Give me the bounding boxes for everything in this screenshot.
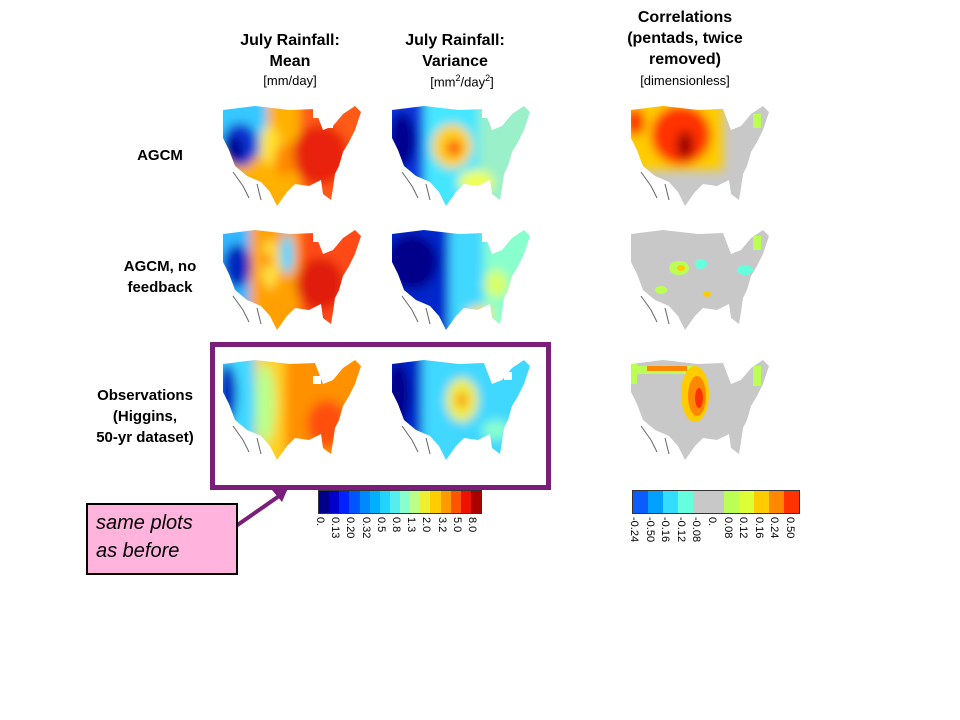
- rainfall-colorbar-tick-label: 1.3: [405, 517, 418, 533]
- rainfall-colorbar-swatch: [440, 491, 451, 513]
- col-header-corr-line2: (pentads, twice: [627, 30, 743, 47]
- col-header-corr-line3: removed): [648, 51, 722, 68]
- rainfall-colorbar-swatch: [460, 491, 471, 513]
- row-obs-line1: Observations: [97, 387, 193, 404]
- row-obs-line3: 50-yr dataset): [96, 429, 194, 446]
- rainfall-colorbar-swatch: [319, 491, 330, 513]
- rainfall-colorbar-swatch: [349, 491, 360, 513]
- correlation-colorbar-swatch: [768, 491, 784, 513]
- correlation-colorbar-tick-label: 0.: [706, 517, 718, 527]
- row-nofeedback-line1: AGCM, no: [123, 258, 197, 275]
- map-nofeedback-variance: [392, 230, 530, 330]
- rainfall-colorbar-tick-label: 0.: [314, 517, 326, 527]
- correlation-colorbar-tick-label: 0.16: [752, 517, 765, 539]
- map-observations-mean: [223, 360, 361, 460]
- correlation-colorbar-tick-label: 0.08: [721, 517, 734, 539]
- rainfall-colorbar-swatch: [400, 491, 411, 513]
- rainfall-colorbar-swatch: [389, 491, 400, 513]
- correlation-colorbar-swatch: [708, 491, 724, 513]
- units-variance-post: ]: [490, 74, 494, 90]
- correlation-colorbar-swatch: [693, 491, 709, 513]
- row-label-agcm-no-feedback: AGCM, no feedback: [100, 256, 220, 298]
- units-variance-mid: /day: [460, 74, 486, 90]
- correlation-colorbar-swatch: [738, 491, 754, 513]
- rainfall-colorbar-swatch: [450, 491, 461, 513]
- correlation-colorbar: [632, 490, 800, 514]
- units-variance-pre: [mm: [430, 74, 456, 90]
- correlation-colorbar-swatch: [663, 491, 679, 513]
- map-nofeedback-mean: [223, 230, 361, 330]
- col-header-mean-line1: July Rainfall:: [240, 32, 340, 49]
- rainfall-colorbar-tick-label: 3.2: [435, 517, 448, 533]
- correlation-colorbar-swatch: [723, 491, 739, 513]
- col-units-correlations: [dimensionless]: [640, 73, 730, 88]
- col-header-corr-line1: Correlations: [637, 9, 733, 26]
- rainfall-colorbar-tick-label: 0.5: [374, 517, 387, 533]
- row-nofeedback-line2: feedback: [127, 279, 193, 296]
- rainfall-colorbar-ticks: 0. 0.13 0.20 0.32 0.5 0.8 1.3 2.0 3.2 5.0 8.0: [314, 517, 480, 557]
- row-agcm-line1: AGCM: [137, 147, 183, 164]
- col-header-variance-line1: July Rainfall:: [405, 32, 505, 49]
- note-line2: as before: [96, 540, 180, 562]
- correlation-colorbar-swatch: [783, 491, 800, 513]
- row-label-agcm: AGCM: [100, 145, 220, 166]
- note-line1: same plots: [96, 512, 193, 534]
- correlation-colorbar-tick-label: 0.50: [784, 517, 796, 539]
- correlation-colorbar-swatch: [633, 491, 649, 513]
- correlation-colorbar-swatch: [753, 491, 769, 513]
- map-nofeedback-correlations: [631, 230, 769, 330]
- col-header-variance-line2: Variance: [422, 53, 488, 70]
- correlation-colorbar-swatch: [648, 491, 664, 513]
- map-agcm-correlations: [631, 106, 769, 206]
- correlation-colorbar-swatch: [678, 491, 694, 513]
- correlation-colorbar-tick-label: -0.12: [674, 517, 687, 543]
- rainfall-colorbar-swatch: [329, 491, 340, 513]
- correlation-colorbar-tick-label: -0.50: [643, 517, 656, 543]
- correlation-colorbar-tick-label: -0.08: [690, 517, 703, 543]
- col-header-mean-line2: Mean: [269, 53, 311, 70]
- map-observations-variance: [392, 360, 530, 460]
- rainfall-colorbar-swatch: [359, 491, 370, 513]
- rainfall-colorbar-swatch: [369, 491, 380, 513]
- col-header-mean: July Rainfall: Mean: [210, 30, 370, 72]
- rainfall-colorbar-tick-label: 0.8: [390, 517, 402, 533]
- rainfall-colorbar: [318, 490, 482, 514]
- rainfall-colorbar-tick-label: 0.13: [329, 517, 342, 539]
- rainfall-colorbar-swatch: [339, 491, 350, 513]
- rainfall-colorbar-tick-label: 5.0: [450, 517, 463, 533]
- rainfall-colorbar-tick-label: 2.0: [420, 517, 433, 533]
- map-agcm-mean: [223, 106, 361, 206]
- correlation-colorbar-tick-label: 0.12: [737, 517, 750, 539]
- correlation-colorbar-tick-label: -0.16: [659, 517, 672, 543]
- map-agcm-variance: [392, 106, 530, 206]
- map-observations-correlations: [631, 360, 769, 460]
- observations-highlight-box: [210, 342, 551, 490]
- col-units-mean: [mm/day]: [263, 73, 317, 88]
- correlation-colorbar-ticks: -0.24 -0.50 -0.16 -0.12 -0.08 0. 0.08 0.12 0.16 0…: [628, 517, 798, 557]
- correlation-colorbar-tick-label: 0.24: [768, 517, 781, 539]
- arrow-icon: [234, 488, 288, 528]
- rainfall-colorbar-tick-label: 0.20: [344, 517, 357, 539]
- rainfall-colorbar-tick-label: 0.32: [359, 517, 372, 539]
- rainfall-colorbar-swatch: [430, 491, 441, 513]
- rainfall-colorbar-swatch: [379, 491, 390, 513]
- units-variance-sup1: 2: [455, 73, 461, 83]
- col-units-variance: [mm2/day2]: [382, 73, 542, 89]
- row-obs-line2: (Higgins,: [112, 408, 178, 425]
- rainfall-colorbar-swatch: [420, 491, 431, 513]
- rainfall-colorbar-tick-label: 8.0: [466, 517, 478, 533]
- row-label-observations: Observations (Higgins, 50-yr dataset): [70, 385, 220, 448]
- correlation-colorbar-tick-label: -0.24: [628, 517, 640, 543]
- rainfall-colorbar-swatch: [470, 491, 481, 513]
- col-header-variance: July Rainfall: Variance: [375, 30, 535, 72]
- rainfall-colorbar-swatch: [410, 491, 421, 513]
- note-same-plots: same plots as before: [86, 503, 238, 575]
- units-variance-sup2: 2: [485, 73, 491, 83]
- col-header-correlations: Correlations (pentads, twice removed): [595, 7, 775, 70]
